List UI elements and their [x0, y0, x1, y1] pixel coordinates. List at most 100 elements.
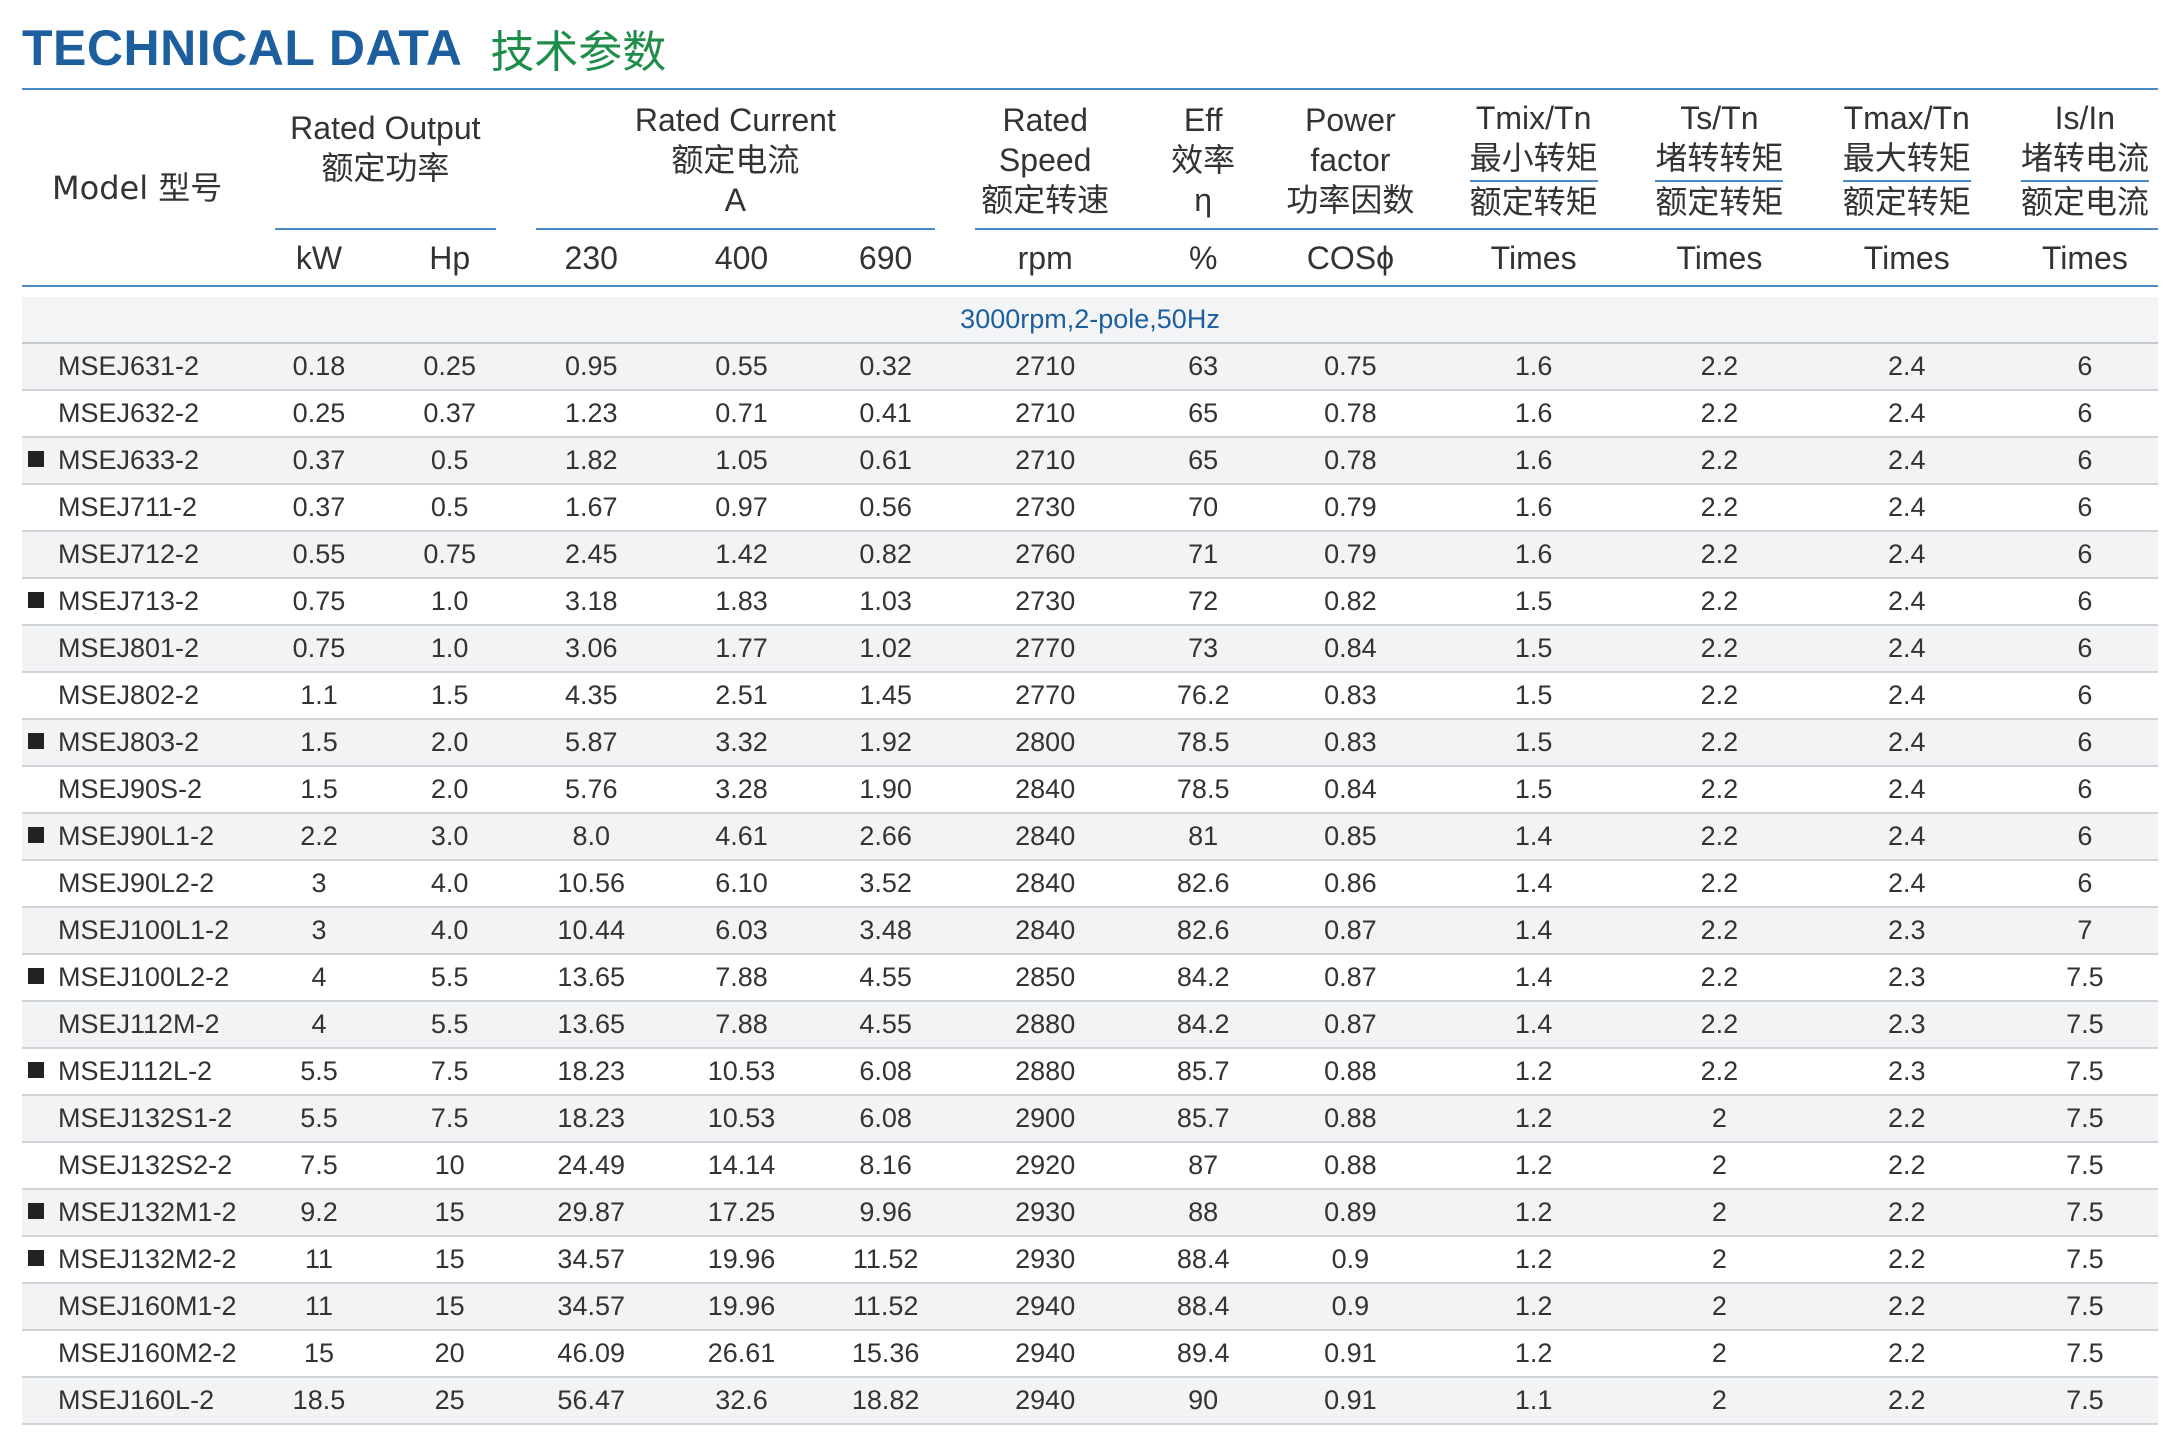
cell-tmax-tn: 2.2	[1801, 1330, 2012, 1378]
table-row: MSEJ112M-2 4 5.5 13.65 7.88 4.55 2880 84.2 0.87 1…	[22, 1001, 2158, 1049]
unit-kw: kW	[254, 230, 384, 287]
cell-speed: 2940	[954, 1283, 1136, 1331]
model-name: MSEJ132M1-2	[58, 1197, 237, 1227]
cell-is-in: 7.5	[2011, 1001, 2158, 1049]
cell-current-690: 0.82	[816, 531, 955, 579]
cell-kw: 0.37	[254, 484, 384, 532]
cell-current-690: 1.02	[816, 625, 955, 673]
cell-is-in: 6	[2011, 390, 2158, 438]
cell-current-690: 0.41	[816, 390, 955, 438]
cell-hp: 2.0	[383, 719, 517, 767]
cell-kw: 5.5	[254, 1095, 384, 1143]
cell-current-230: 18.23	[516, 1095, 667, 1143]
cell-current-230: 13.65	[516, 1001, 667, 1049]
table-row: MSEJ633-2 0.37 0.5 1.82 1.05 0.61 2710 65 0.78 1.…	[22, 437, 2158, 485]
cell-tmax-tn: 2.4	[1801, 813, 2012, 861]
cell-tmin-tn: 1.6	[1430, 390, 1638, 438]
cell-speed: 2710	[954, 437, 1136, 485]
cell-current-400: 19.96	[666, 1236, 817, 1284]
cell-ts-tn: 2.2	[1637, 531, 1802, 579]
cell-current-690: 4.55	[816, 954, 955, 1002]
cell-is-in: 6	[2011, 672, 2158, 720]
cell-power-factor: 0.91	[1270, 1330, 1431, 1378]
cell-model: MSEJ132S1-2	[22, 1095, 255, 1143]
cell-is-in: 7.5	[2011, 1377, 2158, 1425]
cell-is-in: 7.5	[2011, 1283, 2158, 1331]
technical-data-table: Model 型号 Rated Output 额定功率 Rated Current…	[22, 88, 2158, 1425]
cell-tmin-tn: 1.4	[1430, 1001, 1638, 1049]
unit-times-ts: Times	[1637, 230, 1802, 287]
cell-speed: 2930	[954, 1236, 1136, 1284]
unit-cos-phi: COSϕ	[1270, 230, 1431, 287]
model-name: MSEJ713-2	[58, 586, 200, 616]
unit-times-is: Times	[2011, 230, 2158, 287]
cell-eff: 87	[1135, 1142, 1271, 1190]
cell-power-factor: 0.83	[1270, 719, 1431, 767]
cell-current-230: 2.45	[516, 531, 667, 579]
cell-ts-tn: 2.2	[1637, 672, 1802, 720]
cell-tmax-tn: 2.3	[1801, 907, 2012, 955]
cell-eff: 90	[1135, 1377, 1271, 1425]
cell-tmin-tn: 1.6	[1430, 531, 1638, 579]
cell-tmin-tn: 1.2	[1430, 1142, 1638, 1190]
cell-eff: 82.6	[1135, 860, 1271, 908]
cell-current-400: 3.32	[666, 719, 817, 767]
cell-power-factor: 0.84	[1270, 766, 1431, 814]
cell-model: MSEJ90S-2	[22, 766, 255, 814]
cell-current-400: 0.71	[666, 390, 817, 438]
cell-current-400: 14.14	[666, 1142, 817, 1190]
cell-tmin-tn: 1.6	[1430, 484, 1638, 532]
cell-kw: 7.5	[254, 1142, 384, 1190]
cell-speed: 2880	[954, 1001, 1136, 1049]
model-name: MSEJ160L-2	[58, 1385, 215, 1415]
cell-eff: 89.4	[1135, 1330, 1271, 1378]
cell-model: MSEJ100L2-2	[22, 954, 255, 1002]
cell-current-400: 3.28	[666, 766, 817, 814]
header-rated-current-en: Rated Current	[634, 102, 836, 138]
cell-ts-tn: 2.2	[1637, 719, 1802, 767]
cell-current-400: 6.03	[666, 907, 817, 955]
cell-hp: 0.75	[383, 531, 517, 579]
cell-current-400: 7.88	[666, 954, 817, 1002]
table-row: MSEJ712-2 0.55 0.75 2.45 1.42 0.82 2760 71 0.79 1…	[22, 531, 2158, 579]
cell-tmax-tn: 2.4	[1801, 672, 2012, 720]
cell-model: MSEJ132M2-2	[22, 1236, 255, 1284]
cell-kw: 0.75	[254, 625, 384, 673]
cell-power-factor: 0.79	[1270, 531, 1431, 579]
table-row: MSEJ711-2 0.37 0.5 1.67 0.97 0.56 2730 70 0.79 1.…	[22, 484, 2158, 532]
cell-eff: 73	[1135, 625, 1271, 673]
cell-is-in: 7.5	[2011, 1330, 2158, 1378]
cell-is-in: 7	[2011, 907, 2158, 955]
cell-hp: 20	[383, 1330, 517, 1378]
cell-current-400: 1.77	[666, 625, 817, 673]
cell-hp: 1.5	[383, 672, 517, 720]
cell-model: MSEJ803-2	[22, 719, 255, 767]
cell-tmax-tn: 2.4	[1801, 860, 2012, 908]
cell-ts-tn: 2.2	[1637, 907, 1802, 955]
cell-tmin-tn: 1.6	[1430, 343, 1638, 391]
cell-current-400: 1.42	[666, 531, 817, 579]
cell-power-factor: 0.84	[1270, 625, 1431, 673]
cell-current-230: 13.65	[516, 954, 667, 1002]
cell-ts-tn: 2	[1637, 1236, 1802, 1284]
cell-model: MSEJ802-2	[22, 672, 255, 720]
cell-eff: 72	[1135, 578, 1271, 626]
cell-current-230: 10.56	[516, 860, 667, 908]
cell-hp: 15	[383, 1189, 517, 1237]
cell-tmax-tn: 2.4	[1801, 437, 2012, 485]
table-row: MSEJ132S1-2 5.5 7.5 18.23 10.53 6.08 2900 85.7 0…	[22, 1095, 2158, 1143]
cell-hp: 0.5	[383, 484, 517, 532]
cell-tmin-tn: 1.5	[1430, 625, 1638, 673]
cell-is-in: 7.5	[2011, 1189, 2158, 1237]
marker-square-icon	[28, 450, 44, 467]
cell-power-factor: 0.78	[1270, 390, 1431, 438]
cell-model: MSEJ112L-2	[22, 1048, 255, 1096]
model-name: MSEJ132M2-2	[58, 1244, 237, 1274]
cell-speed: 2840	[954, 766, 1136, 814]
cell-tmin-tn: 1.4	[1430, 907, 1638, 955]
cell-ts-tn: 2.2	[1637, 578, 1802, 626]
model-name: MSEJ631-2	[58, 351, 200, 381]
cell-current-230: 34.57	[516, 1283, 667, 1331]
cell-is-in: 6	[2011, 437, 2158, 485]
model-name: MSEJ90S-2	[58, 774, 203, 804]
